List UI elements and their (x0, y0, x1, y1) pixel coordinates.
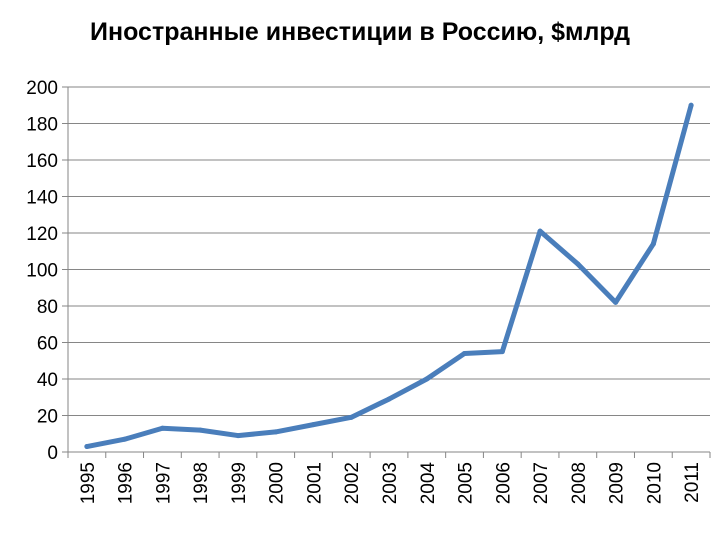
x-tick-label: 2010 (644, 462, 665, 504)
x-tick-label: 2000 (267, 462, 288, 504)
data-point (537, 228, 543, 234)
series-line (84, 102, 694, 450)
x-tick-label: 1997 (153, 462, 174, 504)
x-tick-label: 1999 (229, 462, 250, 504)
x-tick-label: 2011 (682, 462, 703, 503)
data-point (159, 425, 165, 431)
data-point (310, 422, 316, 428)
x-tick-label: 2003 (380, 462, 401, 504)
series-group (84, 102, 694, 450)
gridlines (68, 86, 710, 416)
chart-title: Иностранные инвестиции в Россию, $млрд (90, 18, 630, 46)
data-point (462, 350, 468, 356)
y-tick-label: 180 (26, 115, 58, 136)
y-tick-label: 200 (26, 78, 58, 99)
x-tick-labels: 1995 1996 1997 1998 1999 2000 2001 2002 2003 2004… (78, 462, 703, 505)
y-tick-label: 140 (26, 188, 58, 209)
data-point (197, 427, 203, 433)
x-tick-label: 2004 (418, 462, 439, 505)
y-tick-label: 80 (37, 297, 58, 318)
data-point (235, 433, 241, 439)
data-point (348, 414, 354, 420)
data-point (386, 396, 392, 402)
data-point (650, 241, 656, 247)
y-tick-label: 40 (37, 370, 58, 391)
y-tick-label: 120 (26, 224, 58, 245)
y-tick-label: 160 (26, 151, 58, 172)
y-tick-labels: 0 20 40 60 80 100 120 140 160 180 200 (26, 78, 58, 464)
data-point (575, 261, 581, 267)
data-point (499, 349, 505, 355)
data-point (84, 444, 90, 450)
y-tick-label: 60 (37, 334, 58, 355)
y-tick-label: 0 (47, 443, 58, 464)
data-point (424, 376, 430, 382)
x-tick-label: 1996 (116, 462, 137, 504)
x-tick-label: 2007 (531, 462, 552, 504)
x-tick-label: 2001 (304, 462, 325, 504)
x-tick-label: 2006 (493, 462, 514, 504)
data-point (122, 436, 128, 442)
x-tick-label: 2002 (342, 462, 363, 504)
x-tick-label: 2005 (456, 462, 477, 504)
axes (62, 86, 711, 458)
x-tick-label: 1995 (78, 462, 99, 504)
x-tick-label: 2009 (607, 462, 628, 504)
y-tick-label: 100 (26, 261, 58, 282)
y-tick-label: 20 (37, 407, 58, 428)
x-tick-label: 2008 (569, 462, 590, 504)
data-point (613, 299, 619, 305)
data-point (273, 429, 279, 435)
x-tick-label: 1998 (191, 462, 212, 504)
data-point (688, 102, 694, 108)
